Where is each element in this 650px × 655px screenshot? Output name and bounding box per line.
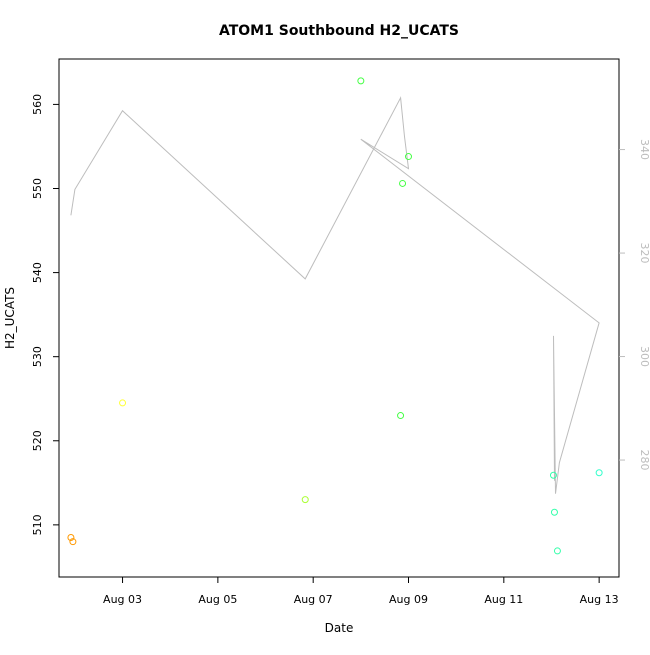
right-y-axis: 280 300 320 340 — [619, 139, 650, 471]
data-point — [67, 533, 75, 541]
x-tick-label: Aug 07 — [294, 593, 333, 606]
data-point — [595, 469, 603, 477]
data-point — [399, 179, 407, 187]
x-tick-label: Aug 11 — [484, 593, 523, 606]
right-y-tick-label: 340 — [638, 139, 650, 160]
x-tick-label: Aug 09 — [389, 593, 428, 606]
y-tick-label: 560 — [31, 94, 44, 115]
data-point — [69, 538, 77, 546]
data-point — [301, 496, 309, 504]
data-point — [550, 508, 558, 516]
y-tick-label: 530 — [31, 346, 44, 367]
data-point — [357, 77, 365, 85]
y-tick-label: 550 — [31, 178, 44, 199]
right-y-tick-label: 280 — [638, 450, 650, 471]
y-tick-label: 510 — [31, 514, 44, 535]
x-tick-label: Aug 13 — [580, 593, 619, 606]
chart-title: ATOM1 Southbound H2_UCATS — [219, 23, 459, 39]
x-tick-label: Aug 05 — [198, 593, 237, 606]
data-point — [397, 412, 405, 420]
right-y-tick-label: 300 — [638, 346, 650, 367]
series-line — [70, 96, 600, 494]
data-point — [119, 399, 127, 407]
y-axis: 510 520 530 540 550 560 — [31, 94, 59, 535]
line-series — [70, 96, 600, 494]
x-axis-label: Date — [325, 621, 354, 635]
point-series — [67, 77, 603, 555]
data-point — [553, 547, 561, 555]
right-y-tick-label: 320 — [638, 243, 650, 264]
data-point — [405, 153, 413, 161]
x-tick-label: Aug 03 — [103, 593, 142, 606]
y-tick-label: 520 — [31, 430, 44, 451]
y-tick-label: 540 — [31, 262, 44, 283]
x-axis: Aug 03 Aug 05 Aug 07 Aug 09 Aug 11 Aug 13 — [103, 577, 619, 606]
data-point — [549, 471, 557, 479]
y-axis-label: H2_UCATS — [3, 287, 17, 349]
plot-frame — [58, 58, 620, 578]
